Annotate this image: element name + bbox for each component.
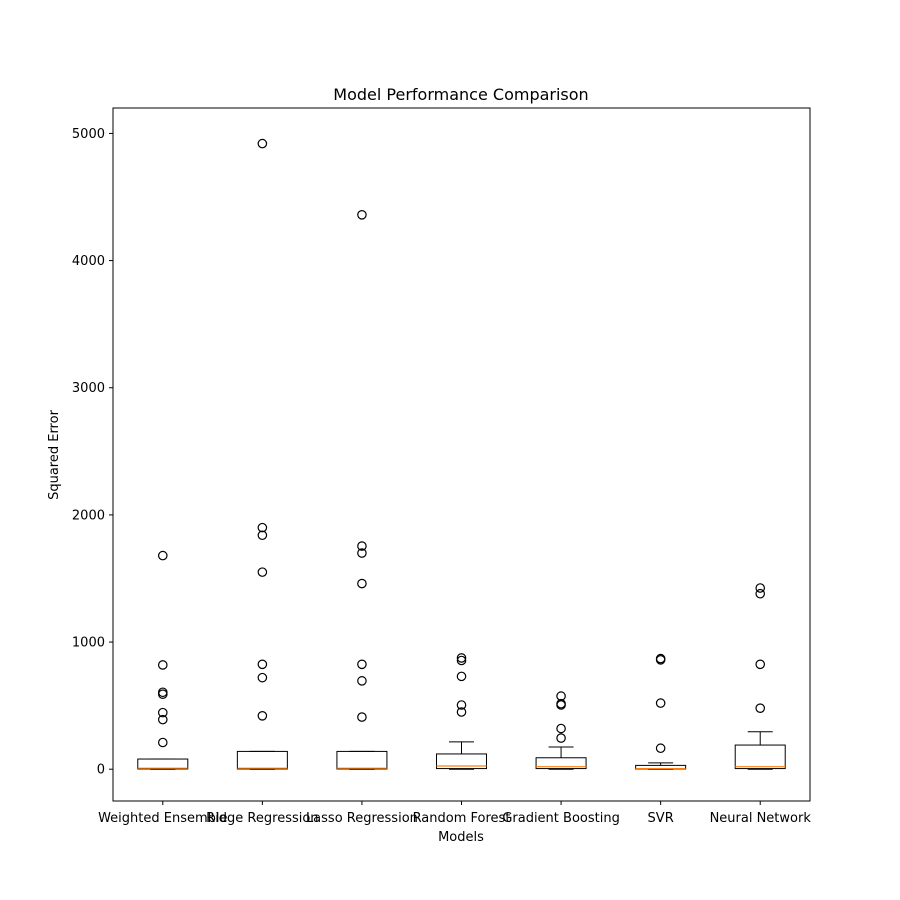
outlier-0-3 (157, 689, 168, 699)
outlier-2-6 (357, 210, 367, 220)
outlier-6-3 (755, 583, 766, 593)
outlier-3-3 (456, 655, 467, 666)
iqr-box-3 (436, 753, 487, 770)
outlier-2-0 (357, 712, 367, 722)
outlier-4-4 (556, 691, 566, 701)
outlier-2-1 (357, 676, 367, 686)
x-tick-label-1: Ridge Regression (206, 811, 318, 826)
outlier-6-1 (755, 659, 766, 670)
outlier-3-1 (456, 700, 467, 710)
outlier-2-5 (357, 541, 367, 551)
box-3 (436, 653, 487, 770)
outlier-1-3 (257, 567, 268, 577)
outlier-4-1 (556, 723, 566, 734)
box-5 (635, 653, 687, 770)
outlier-1-4 (257, 530, 268, 541)
outlier-5-1 (655, 698, 666, 708)
y-axis-label: Squared Error (47, 409, 62, 499)
outlier-6-2 (755, 588, 766, 599)
outlier-4-3 (556, 698, 566, 709)
outlier-3-4 (456, 653, 467, 663)
outlier-0-6 (157, 550, 168, 561)
outlier-1-6 (257, 138, 268, 149)
outlier-1-0 (257, 711, 268, 721)
x-tick-label-3: Random Forest (413, 811, 511, 826)
iqr-box-0 (137, 758, 189, 770)
outlier-1-1 (257, 672, 268, 683)
y-tick-label-3: 3000 (72, 381, 105, 396)
box-1 (236, 138, 288, 770)
outlier-5-3 (655, 653, 666, 664)
y-tick-label-2: 2000 (72, 508, 105, 523)
box-4 (535, 691, 587, 770)
iqr-box-6 (734, 744, 786, 770)
x-tick-label-6: Neural Network (710, 811, 812, 826)
outlier-6-0 (755, 703, 766, 713)
outlier-4-0 (556, 733, 566, 743)
outlier-3-2 (456, 671, 467, 682)
x-tick-label-4: Gradient Boosting (502, 811, 620, 826)
outlier-0-4 (157, 687, 168, 698)
outlier-0-0 (157, 737, 168, 748)
box-6 (734, 583, 786, 770)
outlier-1-2 (257, 659, 268, 670)
outlier-5-0 (655, 743, 666, 754)
outlier-0-2 (157, 707, 168, 718)
y-tick-label-1: 1000 (72, 636, 105, 651)
x-tick-label-5: SVR (648, 811, 674, 826)
outlier-1-5 (257, 522, 268, 533)
plot-area: 0 1000 2000 3000 4000 5000 Weighted EnsembleRi… (72, 107, 812, 826)
outlier-2-3 (357, 578, 367, 589)
y-tick-label-4: 4000 (72, 254, 105, 269)
outlier-3-0 (456, 707, 467, 717)
box-0 (137, 550, 189, 770)
chart-title: Model Performance Comparison (333, 85, 588, 104)
iqr-box-2 (336, 750, 388, 770)
plot-frame (112, 107, 811, 802)
x-tick-label-0: Weighted Ensemble (98, 811, 227, 826)
x-tick-label-2: Lasso Regression (306, 811, 418, 826)
outlier-0-5 (157, 660, 168, 670)
outlier-0-1 (157, 714, 168, 725)
y-tick-label-5: 5000 (72, 127, 105, 142)
y-tick-label-0: 0 (97, 763, 105, 778)
iqr-box-1 (236, 750, 288, 770)
box-2 (336, 210, 388, 770)
iqr-box-4 (535, 757, 587, 770)
outlier-2-2 (357, 659, 367, 670)
outlier-2-4 (357, 548, 367, 558)
x-axis-label: Models (438, 830, 484, 845)
